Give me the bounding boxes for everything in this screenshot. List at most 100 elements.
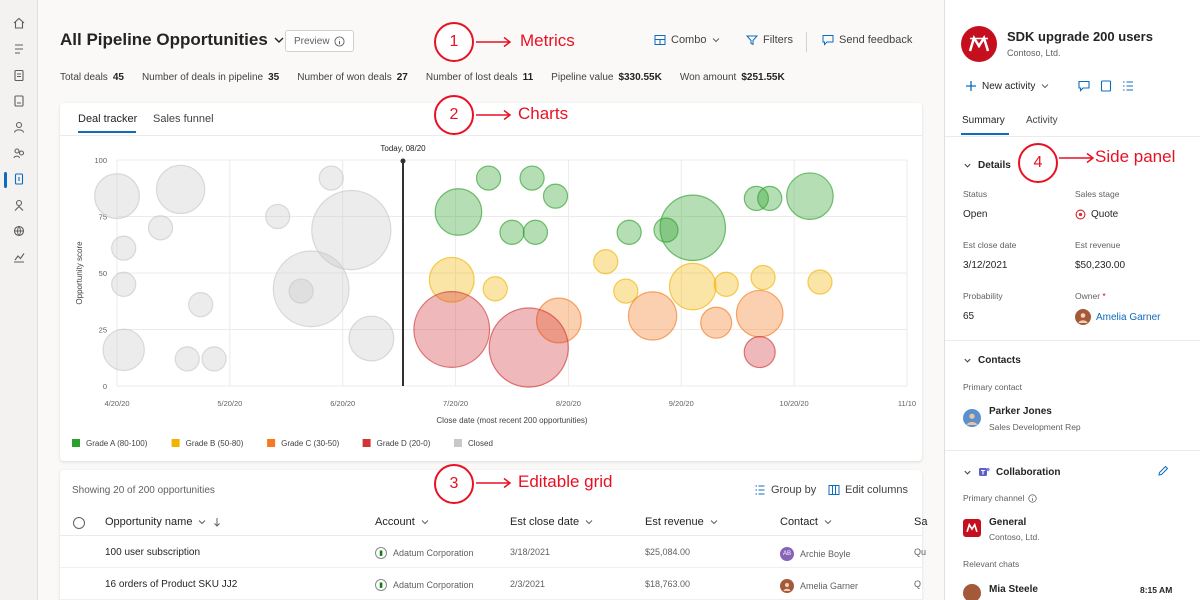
tab-summary[interactable]: Summary [962,115,1005,126]
collaboration-section-header[interactable]: Collaboration [963,466,1060,478]
legend-swatch [362,439,371,447]
opportunity-grid: Showing 20 of 200 opportunities Group by… [60,470,927,600]
table-row[interactable]: 100 user subscription ▮ Adatum Corporati… [60,538,926,568]
bubble-grade-a-80-100 [499,219,525,245]
cell-opportunity-name[interactable]: 100 user subscription [105,547,201,558]
bubble-grade-b-50-80 [713,271,739,297]
legend-swatch [171,439,180,447]
annotation-marker-1: 1 [434,22,474,62]
column-truncated[interactable]: Sa [914,516,928,528]
cell-opportunity-name[interactable]: 16 orders of Product SKU JJ2 [105,579,238,590]
select-all-checkbox[interactable] [72,516,86,530]
send-feedback-button[interactable]: Send feedback [822,34,912,46]
edit-icon[interactable] [1157,465,1169,477]
chevron-down-icon [1042,84,1049,89]
bubble-closed [94,173,140,220]
card-divider [60,135,922,136]
new-activity-label: New activity [982,80,1036,92]
analytics-icon[interactable] [12,250,26,264]
sales-stage-label: Sales stage [1075,189,1120,199]
chevron-down-icon [964,470,971,475]
bubble-grade-d-20-0 [413,291,491,368]
bubble-grade-c-30-50 [627,291,678,341]
est-close-date-label: Est close date [963,240,1017,250]
tab-deal-tracker[interactable]: Deal tracker [78,113,138,125]
chevron-down-icon [199,520,206,525]
combo-button[interactable]: Combo [654,34,721,46]
cell-close-date: 2/3/2021 [510,579,546,589]
cell-account[interactable]: ▮ Adatum Corporation [375,547,474,559]
info-icon [334,35,345,47]
side-divider [945,340,1200,341]
column-est-revenue[interactable]: Est revenue [645,516,719,528]
today-marker-dot [400,158,406,164]
metrics-bar: Total deals 45 Number of deals in pipelin… [60,72,785,83]
est-close-date-value: 3/12/2021 [963,260,1008,271]
new-activity-button[interactable]: New activity [965,80,1050,92]
filters-button[interactable]: Filters [746,34,793,46]
bubble-closed [201,346,227,372]
globe-icon[interactable] [12,224,26,238]
column-contact[interactable]: Contact [780,516,833,528]
grid-header-row: Opportunity name Account Est close date … [60,510,927,536]
bubble-grade-a-80-100 [757,185,783,212]
x-axis-label: Close date (most recent 200 opportunitie… [436,416,588,425]
relevant-chats-label: Relevant chats [963,559,1020,569]
y-tick-label: 50 [99,269,107,278]
home-icon[interactable] [12,16,26,30]
primary-contact-name[interactable]: Parker Jones [989,406,1052,417]
contacts-icon[interactable] [12,146,26,160]
bubble-grade-c-30-50 [535,297,582,344]
clipboard-icon[interactable] [12,68,26,82]
teams-icon [979,467,990,476]
table-row[interactable]: 16 orders of Product SKU JJ2 ▮ Adatum Co… [60,570,922,600]
avatar [780,579,794,593]
record-logo [961,26,997,62]
cell-account[interactable]: ▮ Adatum Corporation [375,579,474,591]
recent-icon[interactable] [12,42,26,56]
legend-label: Grade C (30-50) [281,439,340,448]
est-revenue-value: $50,230.00 [1075,260,1126,271]
arrow-right-icon [476,477,512,489]
note-icon[interactable] [1099,79,1113,93]
column-est-close-date[interactable]: Est close date [510,516,594,528]
x-tick-label: 10/20/20 [780,399,809,408]
sales-stage-value: Quote [1075,209,1118,220]
chat-icon[interactable] [1077,79,1091,93]
bubble-grade-d-20-0 [743,336,776,369]
chat-name[interactable]: Mia Steele [989,584,1038,595]
record-title: SDK upgrade 200 users [1007,29,1153,44]
channel-name[interactable]: General [989,517,1027,528]
cell-contact[interactable]: Amelia Garner [780,579,858,593]
column-account[interactable]: Account [375,516,430,528]
bubble-grade-b-50-80 [750,264,776,291]
document-icon[interactable] [12,94,26,108]
bubble-closed [102,328,145,372]
chevron-down-icon [710,520,718,525]
bubble-grade-b-50-80 [807,269,833,295]
opportunity-icon[interactable] [12,172,26,186]
bubble-chart: 0 25 50 75 100 4/20/20 5/20/20 6/20/20 7/20/20 8/… [72,144,916,448]
avatar: AB [780,547,794,561]
view-selector[interactable]: All Pipeline Opportunities [60,30,286,50]
tab-activity[interactable]: Activity [1026,115,1058,126]
contacts-section-header[interactable]: Contacts [963,355,1021,366]
metric-lost-deals: Number of lost deals 11 [425,72,534,83]
leads-icon[interactable] [12,198,26,212]
channel-org: Contoso, Ltd. [989,532,1040,542]
owner-value[interactable]: Amelia Garner [1075,309,1160,325]
group-by-button[interactable]: Group by [754,484,816,496]
left-nav-rail [0,0,38,600]
preview-toggle[interactable]: Preview [285,30,354,52]
bubble-closed [155,164,206,215]
cell-contact[interactable]: AB Archie Boyle [780,547,851,561]
column-opportunity-name[interactable]: Opportunity name [105,516,222,528]
task-list-icon[interactable] [1121,79,1135,93]
legend-label: Grade B (50-80) [186,439,244,448]
details-section-header[interactable]: Details [963,160,1011,171]
chevron-down-icon [421,520,429,525]
bubble-grade-a-80-100 [542,183,569,209]
edit-columns-button[interactable]: Edit columns [828,484,908,496]
tab-sales-funnel[interactable]: Sales funnel [153,113,214,125]
person-icon[interactable] [12,120,26,134]
